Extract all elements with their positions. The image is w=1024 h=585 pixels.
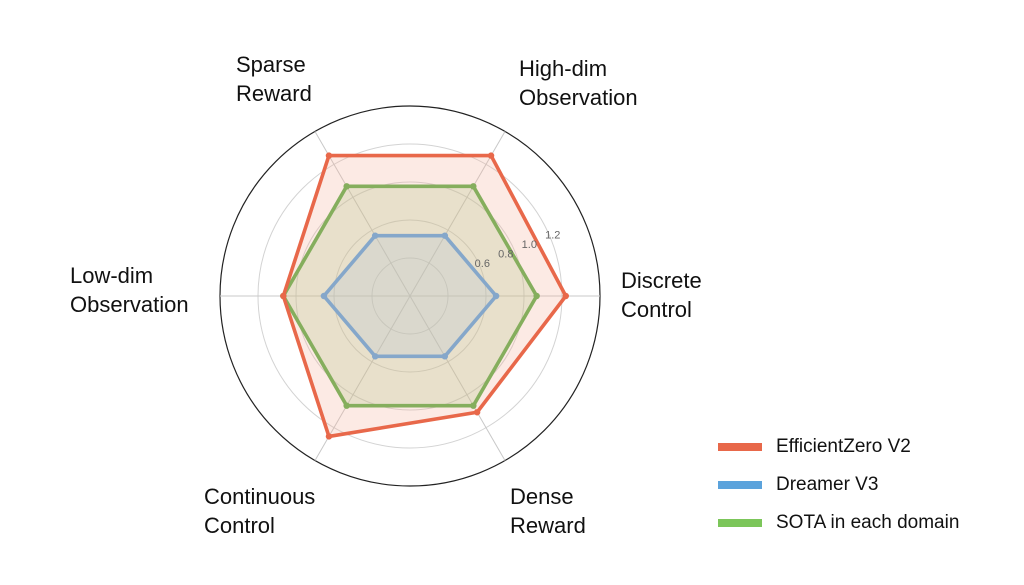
legend-label-dreamer: Dreamer V3 [776, 474, 879, 495]
legend-label-sota: SOTA in each domain [776, 512, 960, 533]
axis-label-discrete-control: Discrete Control [621, 268, 702, 322]
legend-swatch-dreamer [718, 481, 762, 489]
legend-swatch-efficientzero [718, 443, 762, 451]
series-layer [280, 152, 569, 440]
series-point-dreamer-v3 [371, 353, 379, 360]
series-point-efficientzero-v2 [473, 409, 481, 416]
radial-tick-label: 0.6 [475, 258, 490, 270]
legend-item-efficientzero: EfficientZero V2 [718, 428, 959, 466]
grid-layer [219, 105, 601, 487]
axis-label-low-dim-observation: Low-dim Observation [70, 263, 189, 317]
series-point-sota-in-each-domain [343, 183, 350, 190]
legend-item-sota: SOTA in each domain [718, 504, 959, 542]
series-fill-efficientzero-v2 [283, 155, 566, 437]
spoke-5 [409, 295, 506, 461]
legend-label-efficientzero: EfficientZero V2 [776, 436, 911, 457]
series-point-efficientzero-v2 [325, 152, 333, 159]
spoke-4 [314, 295, 411, 461]
axis-label-continuous-control: Continuous Control [204, 484, 315, 538]
series-point-efficientzero-v2 [562, 292, 569, 300]
series-point-efficientzero-v2 [280, 292, 287, 300]
label-layer: 0.6 0.8 1.0 1.2 Discrete Control High-dim Obser… [70, 52, 702, 538]
series-point-dreamer-v3 [320, 292, 328, 300]
series-point-dreamer-v3 [371, 232, 379, 239]
series-point-efficientzero-v2 [325, 433, 333, 440]
series-point-sota-in-each-domain [343, 402, 350, 409]
series-point-efficientzero-v2 [487, 152, 495, 159]
series-point-dreamer-v3 [441, 232, 449, 239]
legend-swatch-sota [718, 519, 762, 527]
axis-label-sparse-reward: Sparse Reward [236, 52, 312, 106]
series-point-dreamer-v3 [492, 292, 500, 300]
radial-tick-label: 1.2 [545, 229, 560, 241]
series-fill-dreamer-v3 [323, 235, 497, 357]
radial-tick-label: 1.0 [522, 239, 537, 251]
spoke-1 [409, 131, 506, 297]
series-point-sota-in-each-domain [470, 183, 477, 190]
legend-item-dreamer: Dreamer V3 [718, 466, 959, 504]
radial-tick-label: 0.8 [498, 248, 513, 260]
spoke-2 [314, 131, 411, 297]
axis-label-dense-reward: Dense Reward [510, 484, 586, 538]
legend: EfficientZero V2 Dreamer V3 SOTA in each… [718, 428, 959, 542]
axis-label-high-dim-observation: High-dim Observation [519, 56, 638, 110]
series-point-sota-in-each-domain [470, 402, 477, 409]
series-fill-sota-in-each-domain [283, 186, 537, 406]
series-point-sota-in-each-domain [533, 292, 540, 300]
series-point-dreamer-v3 [441, 353, 449, 360]
